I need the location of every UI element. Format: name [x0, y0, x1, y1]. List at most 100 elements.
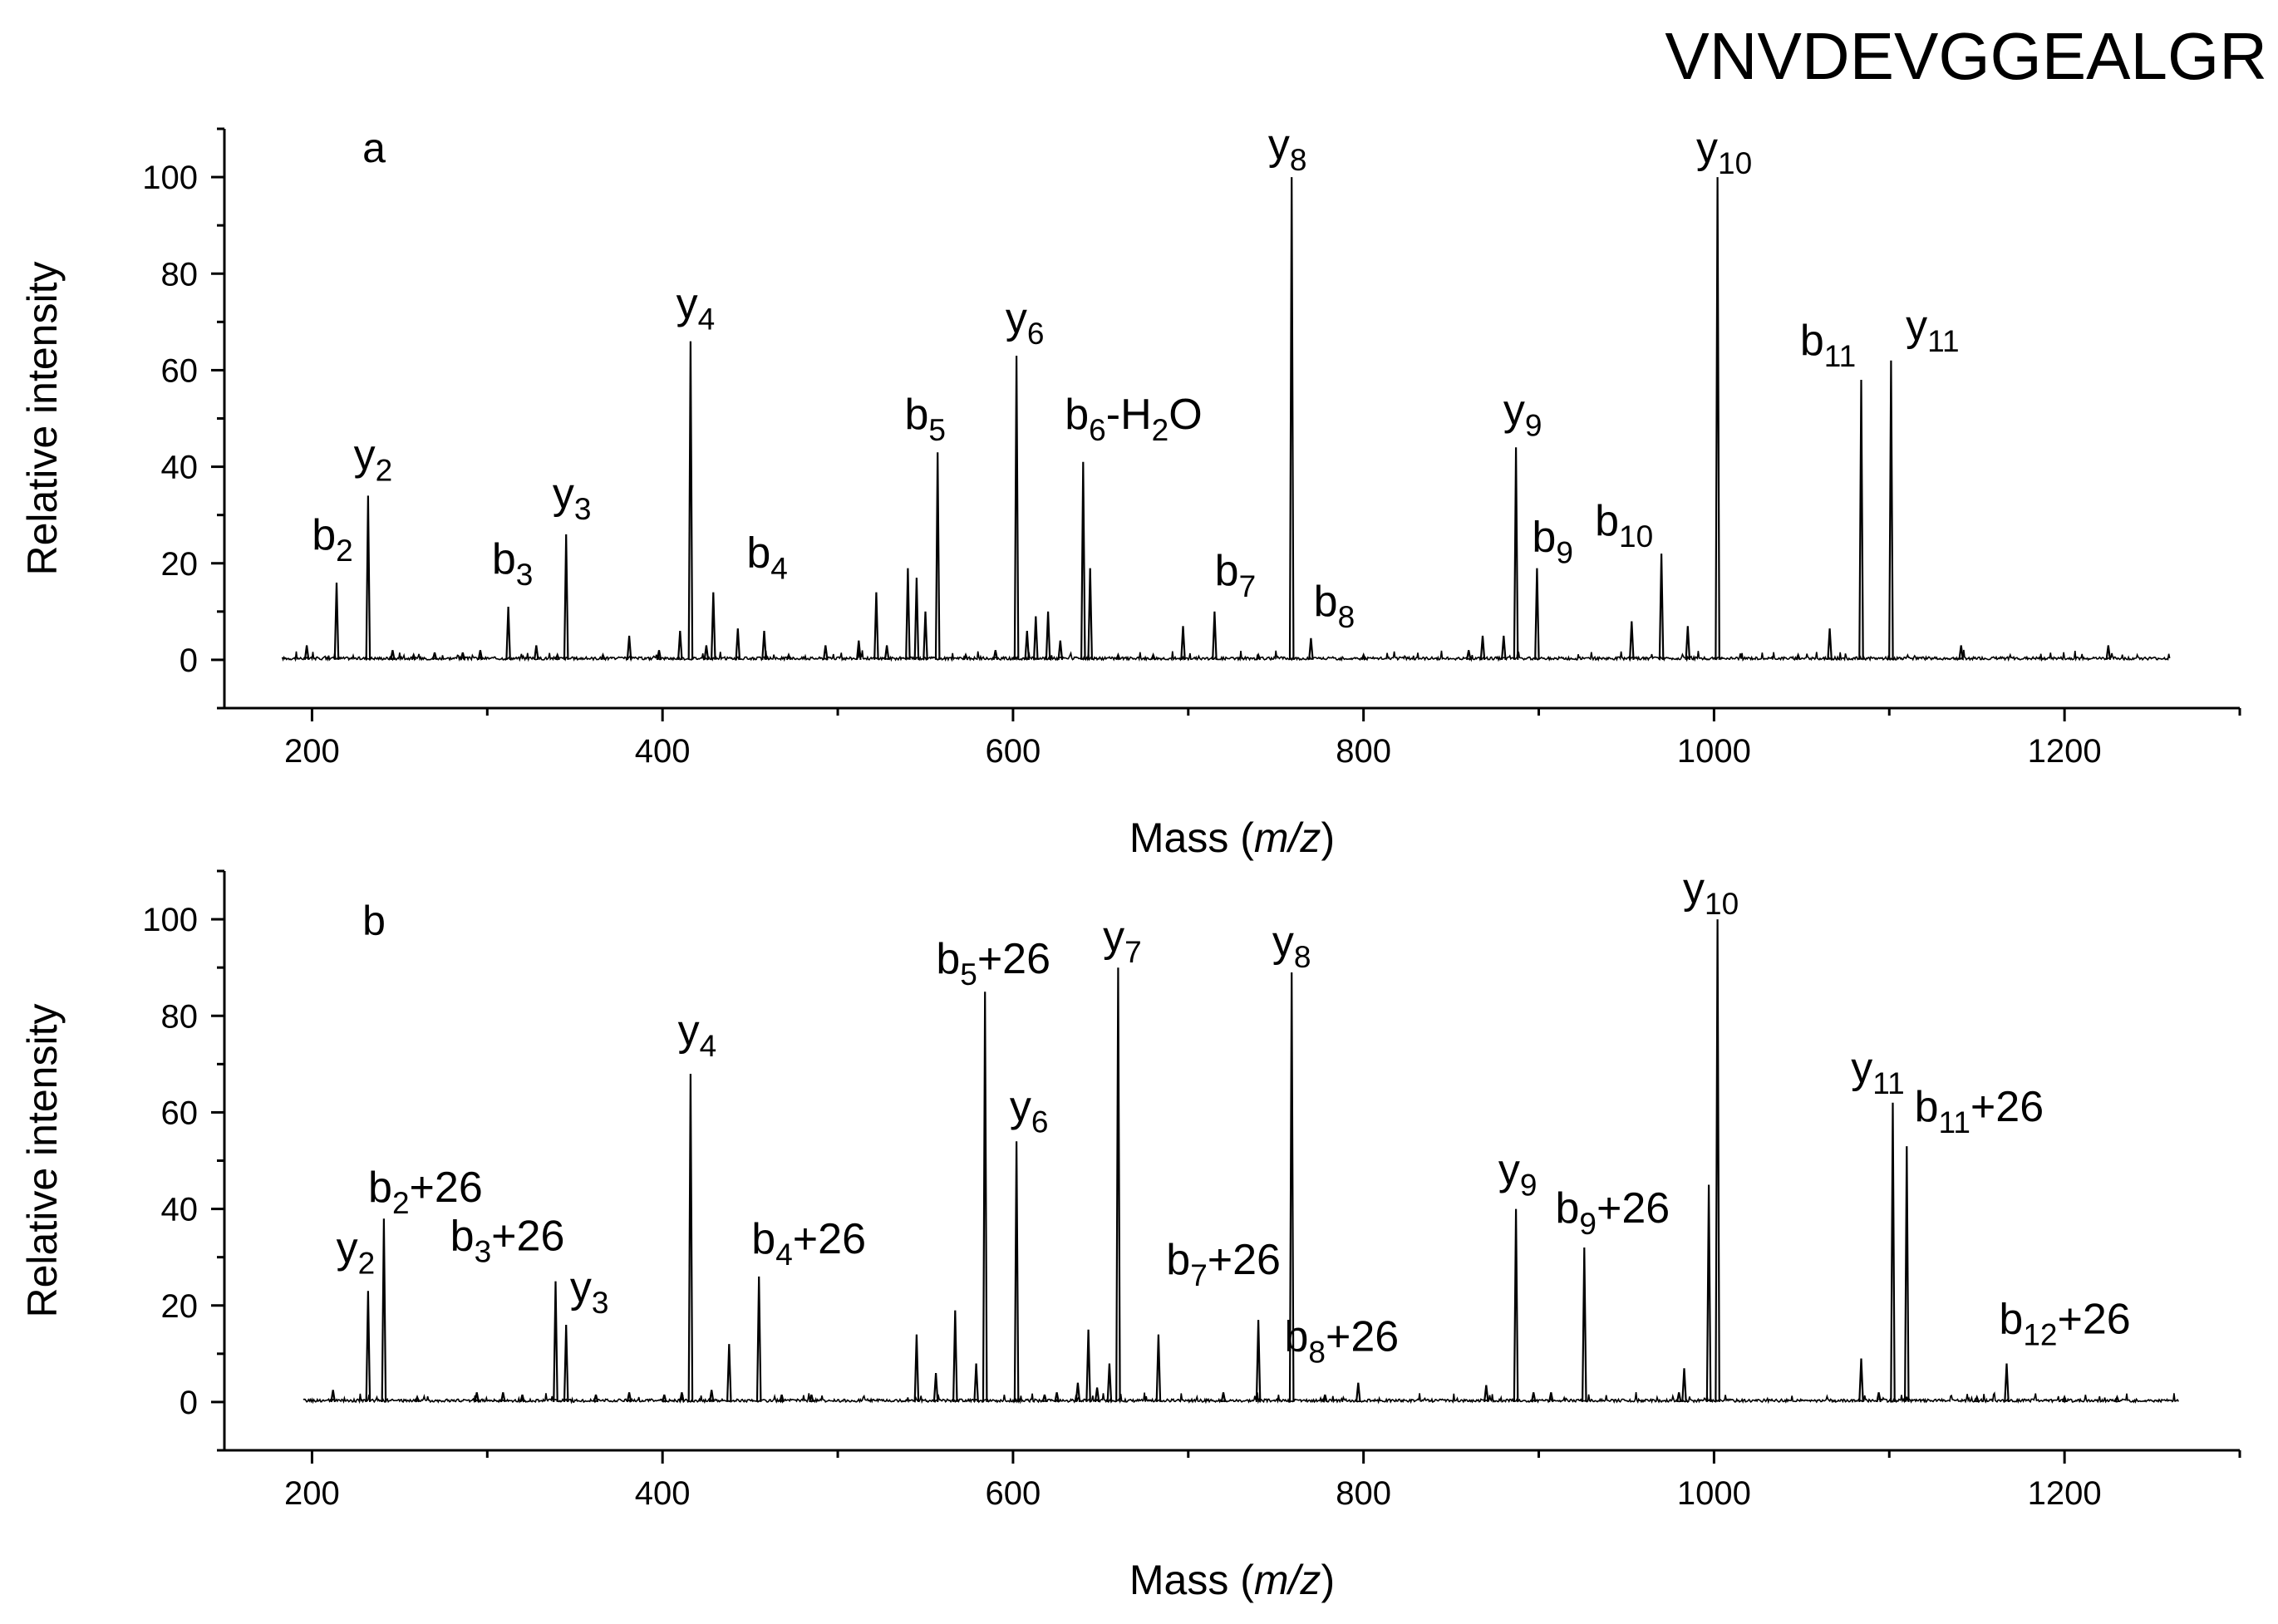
- y-tick-label: 0: [180, 1385, 198, 1421]
- spectrum-peak: [1629, 621, 1635, 660]
- x-tick-label: 1200: [2028, 1475, 2102, 1512]
- spectrum-panel-a: 200 400 600 800 1000 1200 0 20 40 60 80 100 Mass (m/…: [19, 121, 2241, 861]
- spectrum-peak: [952, 1310, 958, 1402]
- spectrum-peak: [1085, 1329, 1091, 1402]
- peak-annotation: b6-H2O: [1065, 391, 1202, 447]
- spectrum-peak: [474, 1392, 480, 1403]
- spectrum-peak: [303, 645, 310, 661]
- x-tick-label: 400: [635, 733, 691, 770]
- peak-annotation: b4+26: [751, 1215, 866, 1272]
- spectrum-peak: [534, 645, 539, 661]
- spectrum-peak: [365, 1291, 371, 1402]
- spectrum-peak: [1715, 177, 1720, 660]
- y-tick-label: 0: [180, 642, 198, 679]
- spectrum-peak: [913, 578, 920, 660]
- spectrum-peak: [626, 1392, 632, 1403]
- spectrum-peak: [1958, 645, 1964, 661]
- spectrum-peak: [1795, 652, 1801, 661]
- spectrum-peak: [1483, 1385, 1489, 1403]
- spectrum-peak: [1858, 1358, 1864, 1402]
- spectrum-peak: [1681, 1368, 1687, 1402]
- spectrum-peak: [1045, 611, 1051, 660]
- spectrum-peak: [505, 606, 511, 660]
- peak-annotation: b4: [746, 529, 788, 586]
- spectrum-peak: [411, 652, 416, 661]
- spectrum-peak: [1582, 1247, 1587, 1402]
- peak-annotation: b11+26: [1915, 1083, 2044, 1139]
- spectrum-peak: [1360, 652, 1366, 661]
- spectrum-peak: [687, 1073, 694, 1402]
- spectrum-peak: [711, 592, 716, 660]
- spectrum-peak: [1904, 1146, 1910, 1402]
- spectrum-peak: [1513, 1208, 1519, 1402]
- peak-annotation: y8: [1268, 121, 1307, 177]
- spectrum-peak: [390, 650, 396, 661]
- spectrum-peak: [1013, 355, 1020, 660]
- x-tick-label: 1000: [1677, 1475, 1751, 1512]
- spectrum-peak: [883, 645, 890, 661]
- peak-annotation: b2+26: [368, 1164, 483, 1220]
- spectrum-peak: [1501, 635, 1507, 660]
- x-tick-label: 1000: [1677, 733, 1751, 770]
- spectrum-peak: [477, 650, 484, 661]
- spectrum-peak: [973, 1363, 979, 1402]
- spectrum-peak: [2004, 1363, 2010, 1402]
- y-tick-label: 60: [161, 1095, 199, 1131]
- spectrum-peak: [563, 534, 569, 660]
- spectrum-peak: [873, 592, 879, 660]
- spectrum-peak: [1888, 360, 1894, 660]
- spectrum-peak: [2114, 1394, 2120, 1403]
- y-tick-label: 80: [161, 256, 199, 293]
- spectrum-peak: [1115, 967, 1121, 1402]
- spectrum-peak: [1212, 611, 1218, 660]
- spectrum-peak: [1094, 1387, 1100, 1403]
- peak-annotation: y2: [337, 1223, 376, 1280]
- spectrum-peak: [381, 1218, 387, 1402]
- spectrum-peak: [1876, 1392, 1882, 1403]
- spectrum-peak: [1513, 447, 1519, 660]
- peak-annotation: b2: [312, 511, 353, 568]
- x-tick-label: 200: [284, 733, 340, 770]
- spectrum-peak: [992, 650, 999, 661]
- peak-annotation: b9: [1532, 514, 1573, 570]
- peak-annotation: b10: [1595, 497, 1653, 554]
- spectrum-baseline: [281, 649, 2171, 662]
- spectrum-peak: [553, 1281, 558, 1402]
- y-tick-label: 20: [161, 1288, 199, 1325]
- peptide-sequence-title: VNVDEVGGEALGR: [1665, 19, 2267, 93]
- spectrum-peak: [1675, 1392, 1682, 1403]
- spectrum-peak: [1685, 626, 1691, 660]
- spectrum-peak: [1715, 919, 1720, 1402]
- peak-annotation: y6: [1006, 294, 1045, 351]
- peak-annotation: y2: [354, 431, 393, 487]
- peak-annotation: y4: [677, 280, 716, 337]
- spectrum-peak: [1013, 1141, 1020, 1402]
- spectrum-peak: [1322, 1394, 1328, 1403]
- spectrum-peak: [1705, 1184, 1712, 1402]
- spectrum-peak: [1255, 652, 1262, 661]
- spectrum-peak: [809, 1394, 814, 1403]
- spectrum-peak: [856, 640, 862, 661]
- peak-annotation: y7: [1103, 913, 1142, 969]
- spectrum-peak: [823, 645, 829, 661]
- y-axis-title: Relative intensity: [19, 262, 66, 576]
- spectrum-peak: [2061, 1394, 2068, 1403]
- spectrum-peak: [755, 1276, 762, 1402]
- spectrum-panel-b: 200 400 600 800 1000 1200 0 20 40 60 80 100 Mass (m/…: [19, 864, 2241, 1603]
- spectrum-peak: [1155, 1334, 1162, 1402]
- y-tick-label: 40: [161, 1192, 199, 1228]
- spectrum-peak: [1479, 635, 1486, 660]
- spectrum-peak: [1974, 1394, 1980, 1403]
- peak-annotation: y11: [1906, 302, 1959, 358]
- y-tick-label: 20: [161, 546, 199, 583]
- spectrum-peak: [1057, 640, 1064, 661]
- spectrum-peak: [519, 1394, 525, 1403]
- spectrum-peak: [414, 1394, 421, 1403]
- peak-annotation: b12+26: [1999, 1295, 2130, 1351]
- x-tick-label: 600: [986, 733, 1041, 770]
- spectrum-peak: [656, 650, 662, 661]
- y-tick-label: 40: [161, 450, 199, 486]
- spectrum-peak: [1075, 1382, 1081, 1403]
- spectrum-peak: [1033, 616, 1039, 660]
